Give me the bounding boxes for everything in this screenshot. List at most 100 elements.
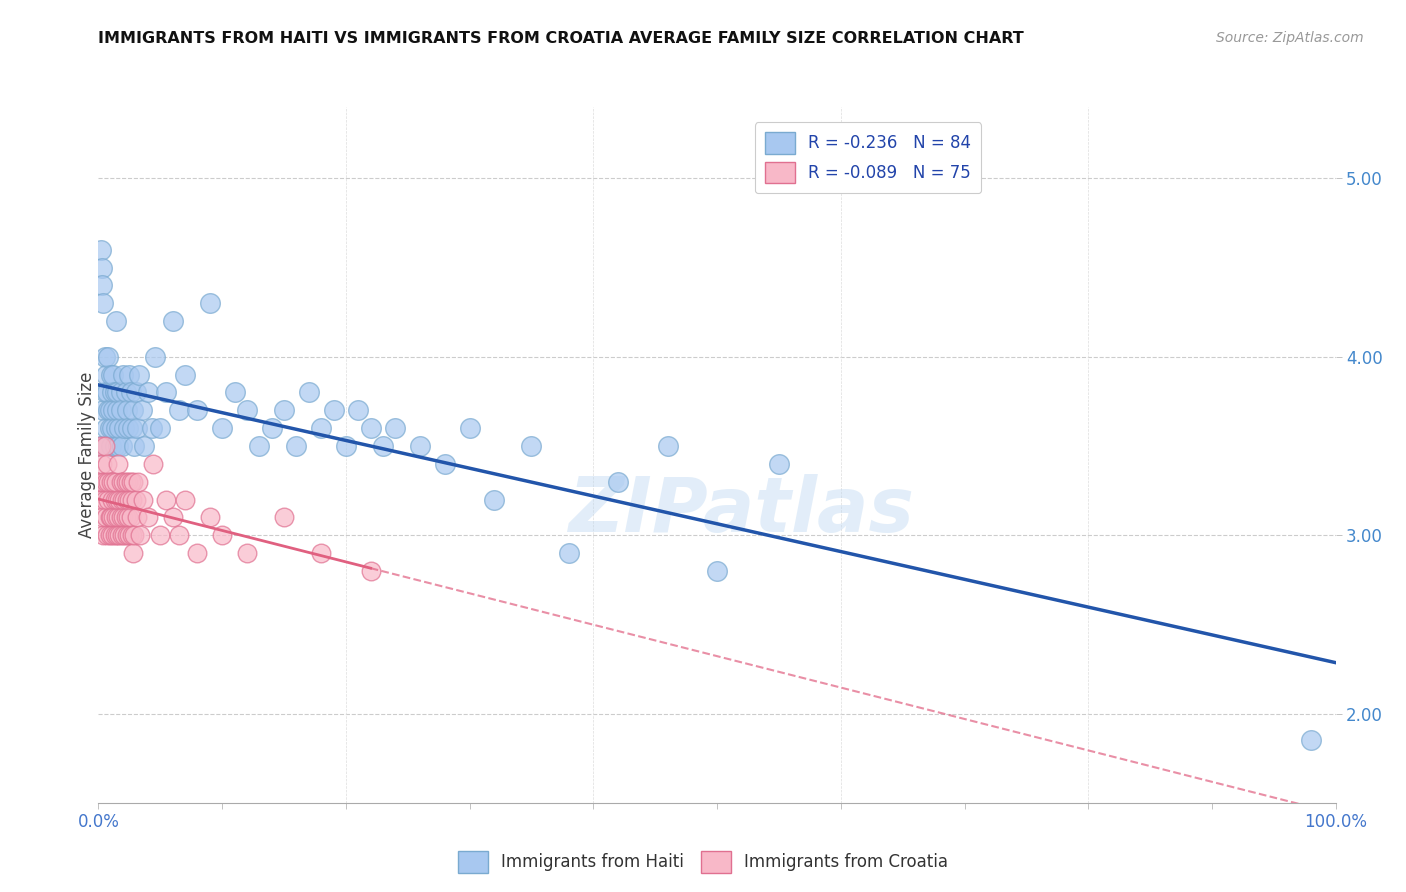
Point bbox=[118, 528, 141, 542]
Point bbox=[94, 475, 117, 489]
Point bbox=[100, 439, 122, 453]
Point bbox=[107, 457, 129, 471]
Point bbox=[93, 475, 115, 489]
Point bbox=[117, 475, 139, 489]
Point bbox=[186, 403, 208, 417]
Point bbox=[93, 528, 115, 542]
Text: IMMIGRANTS FROM HAITI VS IMMIGRANTS FROM CROATIA AVERAGE FAMILY SIZE CORRELATION: IMMIGRANTS FROM HAITI VS IMMIGRANTS FROM… bbox=[98, 31, 1024, 46]
Point bbox=[118, 492, 141, 507]
Legend: Immigrants from Haiti, Immigrants from Croatia: Immigrants from Haiti, Immigrants from C… bbox=[451, 845, 955, 880]
Point bbox=[90, 439, 112, 453]
Point bbox=[111, 439, 134, 453]
Point bbox=[115, 492, 138, 507]
Point bbox=[347, 403, 370, 417]
Text: ZIPatlas: ZIPatlas bbox=[569, 474, 915, 548]
Point bbox=[131, 403, 153, 417]
Point bbox=[132, 492, 155, 507]
Point bbox=[768, 457, 790, 471]
Point bbox=[124, 528, 146, 542]
Point bbox=[89, 439, 111, 453]
Point bbox=[186, 546, 208, 560]
Point bbox=[97, 475, 120, 489]
Point bbox=[114, 475, 136, 489]
Point bbox=[93, 439, 115, 453]
Point bbox=[98, 421, 121, 435]
Point bbox=[90, 492, 112, 507]
Point bbox=[118, 368, 141, 382]
Point bbox=[93, 296, 115, 310]
Point bbox=[142, 457, 165, 471]
Point bbox=[114, 385, 136, 400]
Point bbox=[285, 439, 308, 453]
Point bbox=[125, 510, 148, 524]
Point bbox=[112, 475, 135, 489]
Point bbox=[101, 421, 124, 435]
Point bbox=[101, 385, 124, 400]
Point bbox=[122, 546, 145, 560]
Point bbox=[247, 439, 270, 453]
Point bbox=[360, 564, 382, 578]
Point bbox=[93, 385, 115, 400]
Y-axis label: Average Family Size: Average Family Size bbox=[79, 372, 96, 538]
Point bbox=[122, 475, 145, 489]
Point bbox=[155, 492, 177, 507]
Point bbox=[105, 492, 128, 507]
Point bbox=[260, 421, 283, 435]
Point bbox=[103, 528, 125, 542]
Point bbox=[104, 475, 127, 489]
Point bbox=[120, 475, 142, 489]
Point bbox=[100, 510, 122, 524]
Point bbox=[115, 528, 138, 542]
Point bbox=[115, 403, 138, 417]
Point bbox=[103, 403, 125, 417]
Point bbox=[298, 385, 321, 400]
Point bbox=[93, 492, 115, 507]
Point bbox=[127, 475, 149, 489]
Point bbox=[96, 457, 118, 471]
Point bbox=[104, 421, 127, 435]
Point bbox=[112, 492, 135, 507]
Point bbox=[110, 403, 132, 417]
Point bbox=[110, 510, 132, 524]
Point bbox=[124, 385, 146, 400]
Point bbox=[125, 421, 148, 435]
Point bbox=[143, 350, 166, 364]
Point bbox=[90, 243, 112, 257]
Point bbox=[103, 368, 125, 382]
Point bbox=[97, 403, 120, 417]
Point bbox=[91, 260, 114, 275]
Point bbox=[162, 314, 184, 328]
Point bbox=[224, 385, 246, 400]
Point bbox=[607, 475, 630, 489]
Point bbox=[134, 439, 156, 453]
Point bbox=[167, 403, 190, 417]
Point bbox=[162, 510, 184, 524]
Point bbox=[105, 403, 128, 417]
Point bbox=[121, 528, 143, 542]
Point bbox=[100, 475, 122, 489]
Point bbox=[91, 278, 114, 293]
Point bbox=[129, 528, 152, 542]
Point bbox=[93, 403, 115, 417]
Point bbox=[108, 492, 131, 507]
Point bbox=[149, 528, 172, 542]
Point bbox=[98, 528, 121, 542]
Point bbox=[93, 350, 115, 364]
Point bbox=[122, 403, 145, 417]
Point bbox=[433, 457, 456, 471]
Point bbox=[96, 439, 118, 453]
Point bbox=[107, 510, 129, 524]
Point bbox=[103, 439, 125, 453]
Point bbox=[97, 492, 120, 507]
Legend: R = -0.236   N = 84, R = -0.089   N = 75: R = -0.236 N = 84, R = -0.089 N = 75 bbox=[755, 122, 981, 194]
Point bbox=[112, 510, 135, 524]
Point bbox=[371, 439, 394, 453]
Point bbox=[236, 403, 259, 417]
Point bbox=[121, 492, 143, 507]
Point bbox=[198, 510, 221, 524]
Point bbox=[101, 528, 124, 542]
Point bbox=[124, 439, 146, 453]
Point bbox=[98, 403, 121, 417]
Point bbox=[309, 421, 332, 435]
Point bbox=[273, 510, 295, 524]
